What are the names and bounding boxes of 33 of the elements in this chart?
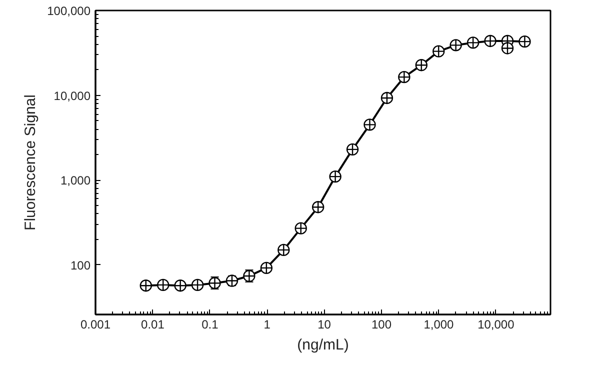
point <box>329 170 342 183</box>
y-tick-label: 10,000 <box>54 88 91 103</box>
point <box>260 262 273 274</box>
point <box>466 36 480 49</box>
point <box>157 278 170 292</box>
y-tick-label: 1,000 <box>60 174 91 188</box>
point <box>450 39 462 52</box>
point <box>140 279 152 292</box>
point <box>518 35 531 48</box>
point <box>415 59 428 72</box>
point <box>312 201 324 214</box>
point <box>484 34 496 48</box>
x-tick-label: 10,000 <box>478 318 515 332</box>
point <box>278 244 290 256</box>
x-tick-label: 1,000 <box>424 318 454 332</box>
x-tick-label: 1 <box>264 318 271 332</box>
point <box>174 279 186 292</box>
x-tick-label: 10 <box>318 318 332 332</box>
point <box>398 70 410 84</box>
y-tick-label: 100 <box>70 258 91 272</box>
point <box>294 222 307 234</box>
y-tick-label: 100,000 <box>47 4 91 18</box>
y-axis-title: Fluorescence Signal <box>22 94 40 230</box>
point <box>346 143 359 156</box>
point <box>432 45 445 58</box>
x-tick-label: 0.01 <box>141 318 165 332</box>
point <box>380 92 394 104</box>
point <box>364 118 376 131</box>
x-axis-title: (ng/mL) <box>297 336 349 354</box>
point <box>191 278 204 292</box>
x-tick-label: 0.1 <box>202 318 219 332</box>
x-tick-label: 100 <box>372 318 392 332</box>
x-tick-label: 0.001 <box>80 318 111 332</box>
